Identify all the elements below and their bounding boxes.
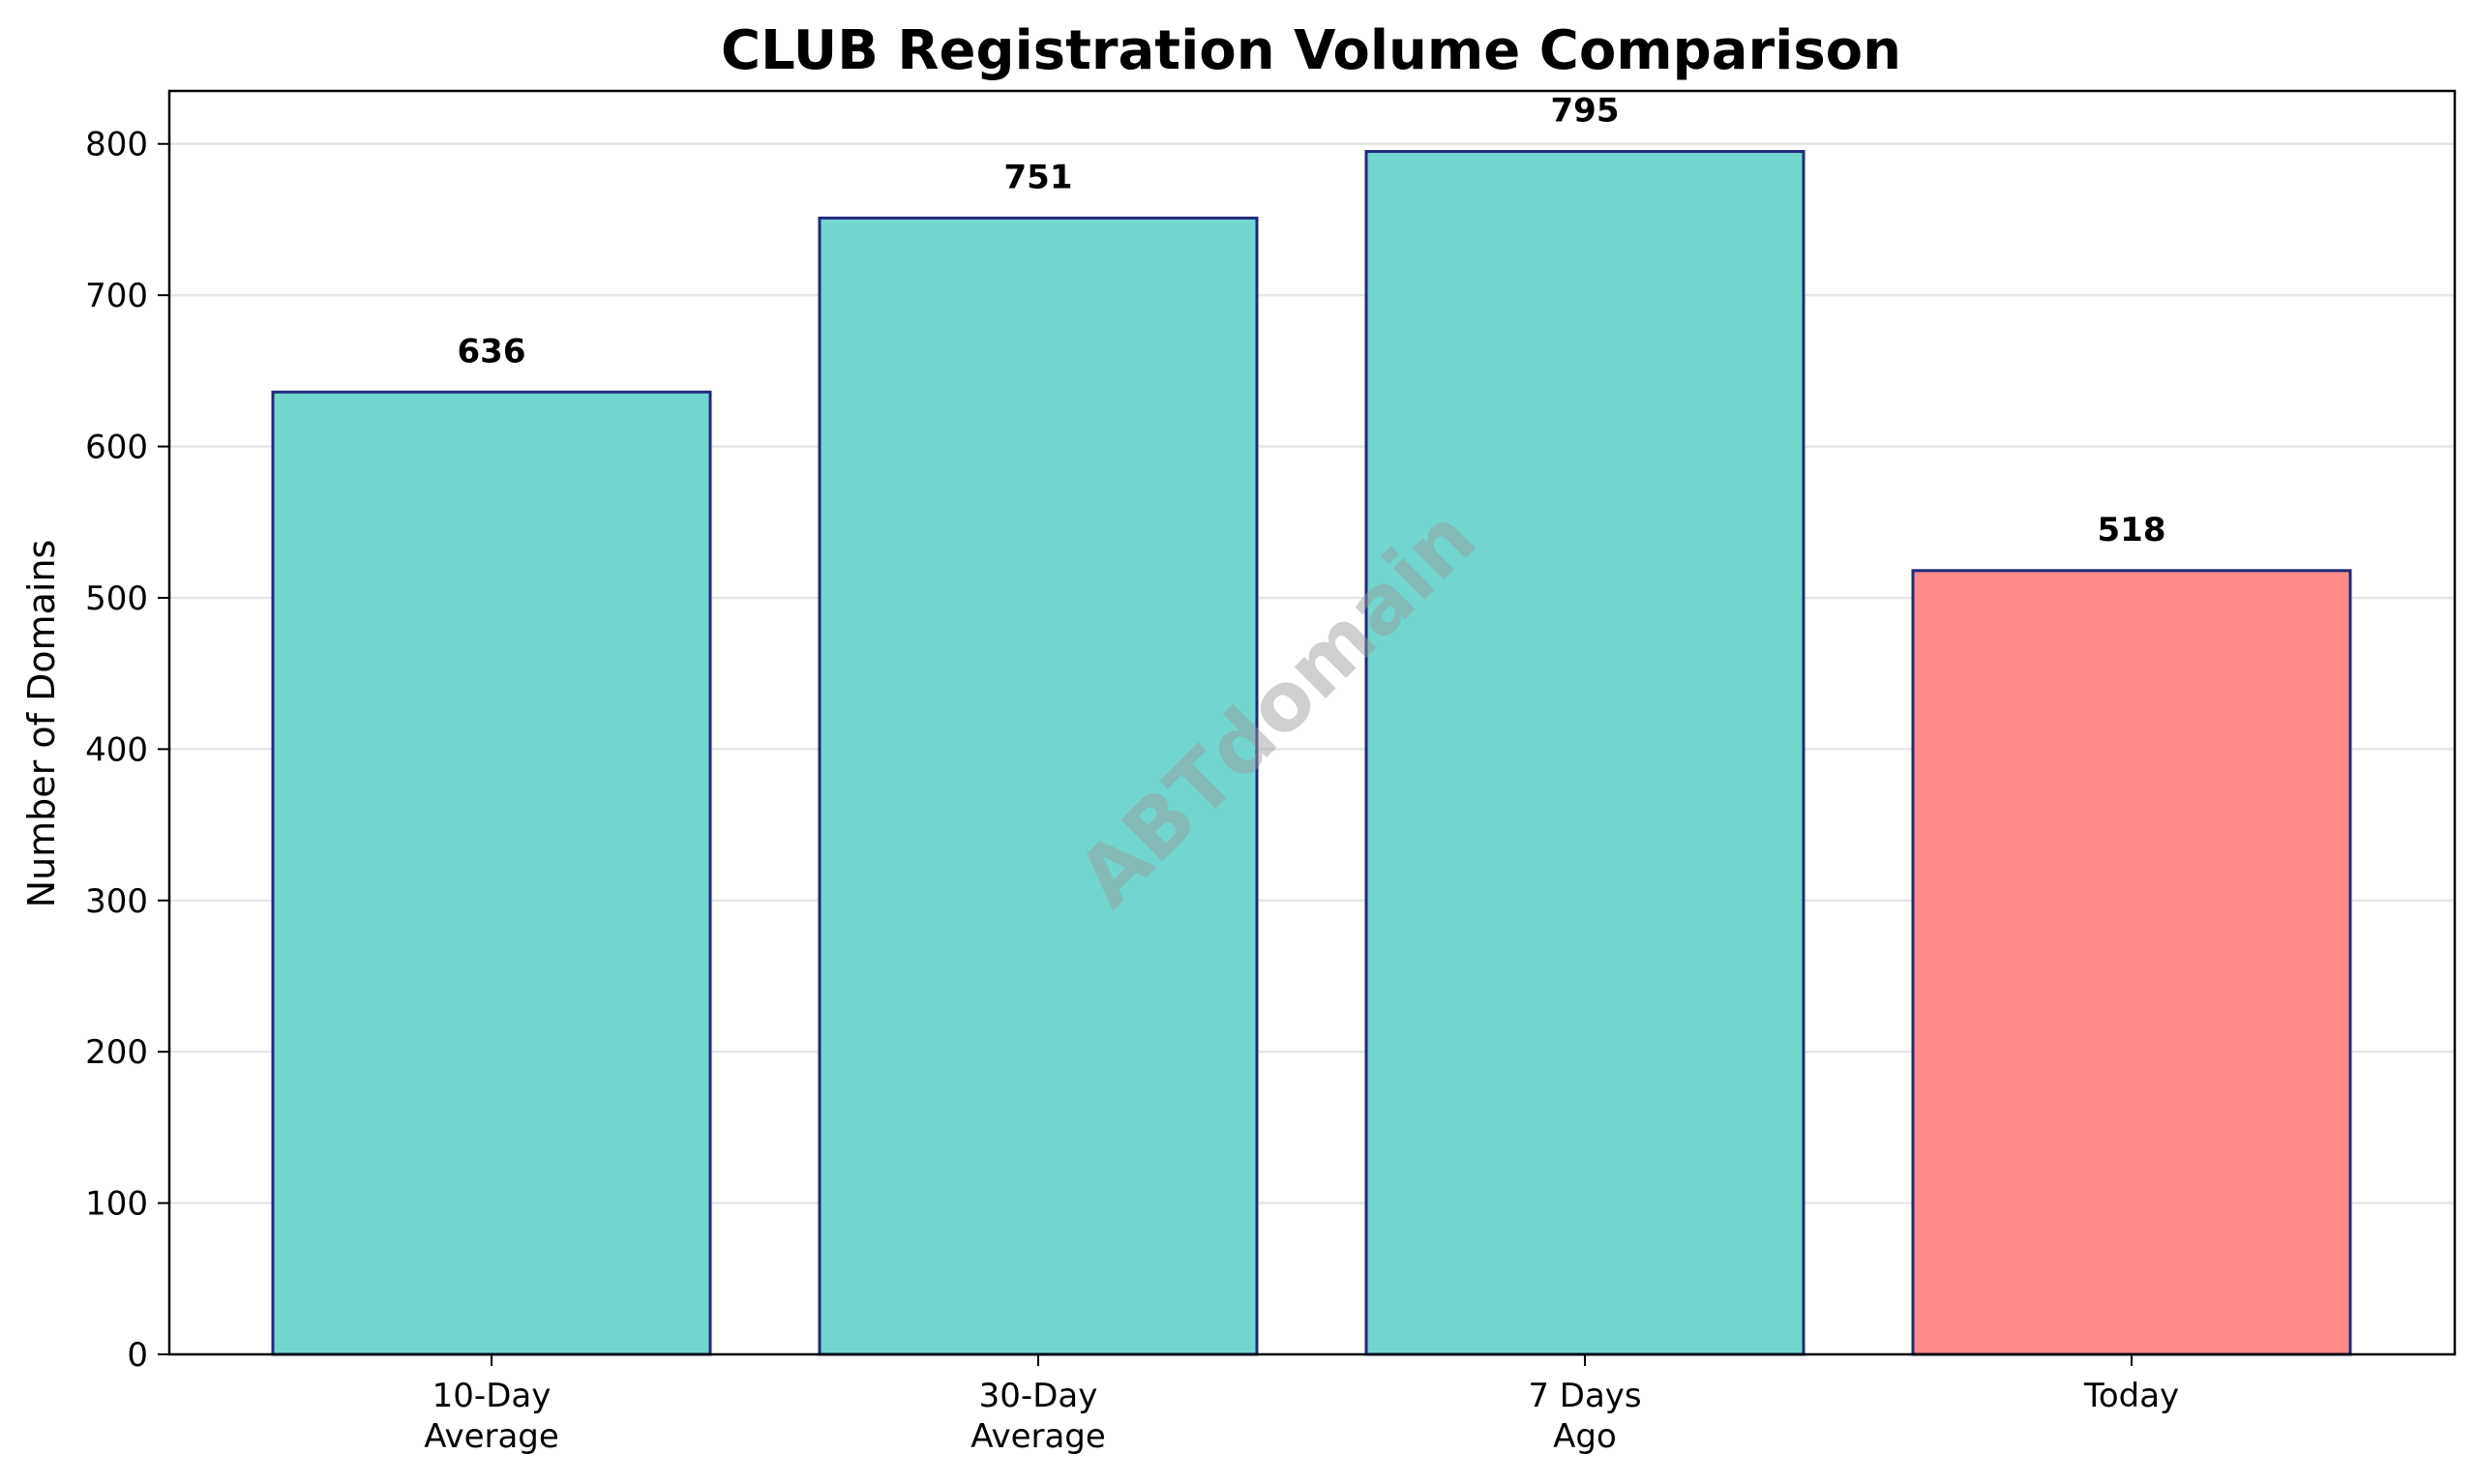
chart-title: CLUB Registration Volume Comparison (721, 19, 1901, 82)
y-tick-label: 0 (127, 1336, 148, 1375)
y-tick-label: 500 (85, 579, 148, 618)
bar (818, 216, 1259, 1356)
y-tick-label: 200 (85, 1033, 148, 1072)
x-tick-label: Average (970, 1417, 1106, 1456)
bars (271, 150, 2352, 1356)
value-labels: 636 751 795 518 (458, 92, 2166, 549)
bar (1364, 150, 1806, 1356)
x-tick-label: 30-Day (979, 1377, 1098, 1415)
data-label: 795 (1551, 92, 1620, 131)
x-tick-label: Average (424, 1417, 559, 1456)
plot-frame (167, 89, 2457, 1356)
bar (271, 390, 712, 1356)
data-label: 751 (1004, 158, 1073, 196)
y-tick-label: 300 (85, 882, 148, 921)
y-tick-label: 400 (85, 730, 148, 769)
y-tick-label: 700 (85, 277, 148, 315)
x-tick-label: Ago (1553, 1417, 1617, 1456)
x-tick-label: 10-Day (433, 1377, 552, 1415)
y-tick-label: 600 (85, 429, 148, 467)
x-tick-label: Today (2083, 1377, 2179, 1415)
y-tick-label: 800 (85, 126, 148, 164)
bar (1911, 569, 2352, 1356)
y-axis-label: Number of Domains (20, 540, 63, 908)
y-tick-label: 100 (85, 1185, 148, 1224)
data-label: 518 (2098, 511, 2166, 549)
data-label: 636 (458, 332, 526, 371)
y-axis-ticks: 0 100 200 300 400 500 600 700 800 (85, 126, 169, 1375)
x-tick-label: 7 Days (1528, 1377, 1641, 1415)
